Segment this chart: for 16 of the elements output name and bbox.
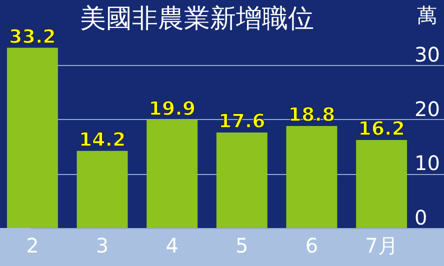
data-label: 14.2 [78, 128, 126, 151]
x-tick-label: 4 [166, 234, 178, 258]
data-label: 19.9 [148, 98, 196, 120]
x-tick-label: 6 [305, 234, 318, 258]
y-tick-label: 30 [414, 42, 440, 67]
y-tick-label: 10 [414, 151, 440, 176]
x-tick-label: 2 [26, 234, 39, 258]
y-tick-label: 20 [414, 96, 440, 121]
x-tick-label: 5 [236, 234, 248, 258]
x-tick-label: 3 [96, 234, 109, 258]
x-tick-label: 7月 [365, 234, 398, 258]
y-axis-title: 萬 [417, 3, 437, 27]
data-label: 33.2 [9, 26, 56, 48]
chart-title: 美國非農業新增職位 [80, 4, 314, 34]
y-tick-label: 0 [414, 206, 428, 230]
data-label: 16.2 [358, 118, 405, 140]
